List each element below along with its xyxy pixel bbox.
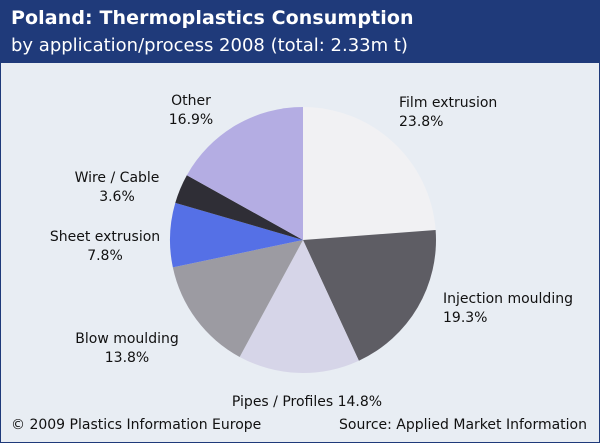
slice-name: Injection moulding [443, 291, 573, 307]
slice-label-film-extrusion: Film extrusion 23.8% [399, 95, 497, 130]
slice-value: Pipes / Profiles 14.8% [232, 394, 382, 410]
pie-slice-film-extrusion [303, 107, 436, 240]
pie-slice-wire-cable [175, 175, 303, 240]
slice-name: Blow moulding [75, 331, 178, 347]
slice-label-pipes-profiles: Pipes / Profiles 14.8% [232, 394, 382, 410]
pie-slice-pipes-profiles [239, 240, 359, 374]
slice-label-wire-cable: Wire / Cable 3.6% [75, 170, 160, 205]
slice-value: 23.8% [399, 114, 443, 130]
slice-value: 3.6% [99, 189, 135, 205]
slice-value: 13.8% [105, 350, 149, 366]
copyright-text: © 2009 Plastics Information Europe [11, 417, 262, 433]
slice-label-blow-moulding: Blow moulding 13.8% [75, 331, 178, 366]
slice-name: Other [171, 93, 211, 109]
chart-header: Poland: Thermoplastics Consumption by ap… [1, 1, 599, 63]
slice-label-injection-moulding: Injection moulding 19.3% [443, 291, 573, 326]
slice-name: Film extrusion [399, 95, 497, 111]
slice-label-sheet-extrusion: Sheet extrusion 7.8% [50, 229, 160, 264]
chart-title: Poland: Thermoplastics Consumption [11, 7, 414, 29]
pie-slice-sheet-extrusion [169, 202, 303, 268]
slice-value: 19.3% [443, 310, 487, 326]
slice-name: Wire / Cable [75, 170, 160, 186]
slice-value: 16.9% [169, 112, 213, 128]
pie-slice-blow-moulding [172, 240, 303, 357]
source-text: Source: Applied Market Information [339, 417, 587, 433]
slice-value: 7.8% [87, 248, 123, 264]
slice-label-other: Other 16.9% [169, 93, 213, 128]
pie-slice-other [186, 107, 303, 240]
pie-chart: Film extrusion 23.8% Injection moulding 19.… [50, 93, 573, 410]
slice-name: Sheet extrusion [50, 229, 160, 245]
chart-subtitle: by application/process 2008 (total: 2.33… [11, 35, 408, 56]
pie-slice-injection-moulding [303, 229, 436, 361]
